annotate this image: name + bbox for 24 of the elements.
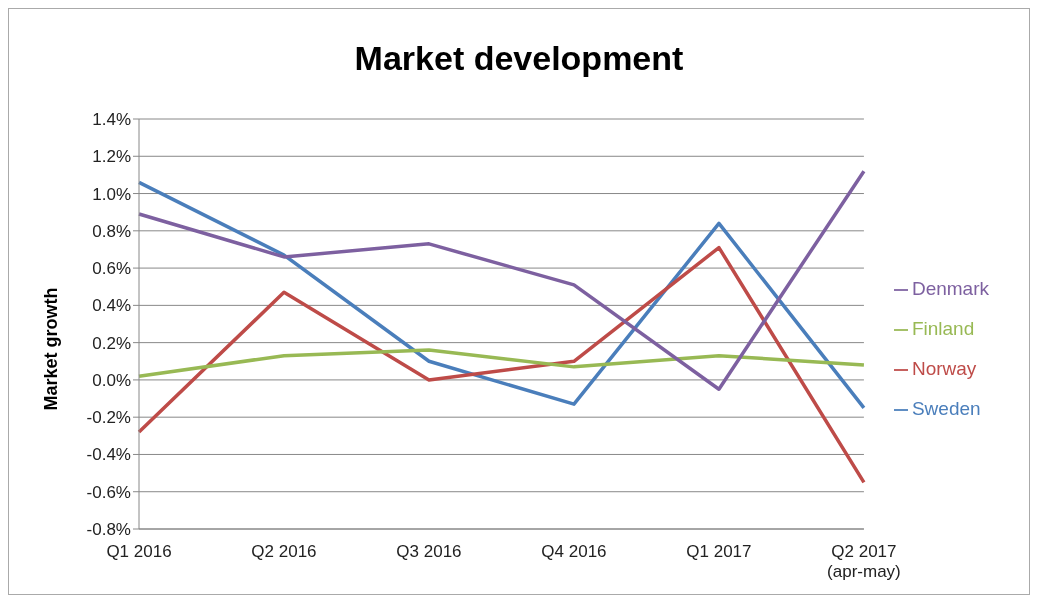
y-tick-label: 0.4% [92,296,131,316]
y-tick-label: 1.0% [92,184,131,204]
y-tick-label: 0.0% [92,370,131,390]
y-tick-label: -0.4% [86,445,131,465]
y-tick-label: 1.4% [92,110,131,130]
x-tick-label: Q1 2016 [106,542,172,561]
x-tick-label: Q3 2016 [396,542,462,561]
chart-title: Market development [353,38,685,79]
y-tick-label: -0.6% [86,482,131,502]
x-tick-label: Q1 2017 [686,542,752,561]
legend-label: Sweden [911,398,981,419]
legend-label: Denmark [911,278,989,299]
y-tick-label: -0.2% [86,408,131,428]
x-tick-label: Q2 2017 (apr-may) [827,542,901,581]
legend-label: Finland [911,318,975,339]
y-tick-label: -0.8% [86,520,131,540]
x-tick-label: Q4 2016 [541,542,607,561]
y-axis-title: Market growth [40,287,62,411]
y-tick-label: 0.2% [92,333,131,353]
y-tick-label: 1.2% [92,147,131,167]
y-tick-label: 0.8% [92,221,131,241]
x-tick-label: Q2 2016 [251,542,317,561]
y-tick-label: 0.6% [92,259,131,279]
legend-label: Norway [911,358,977,379]
